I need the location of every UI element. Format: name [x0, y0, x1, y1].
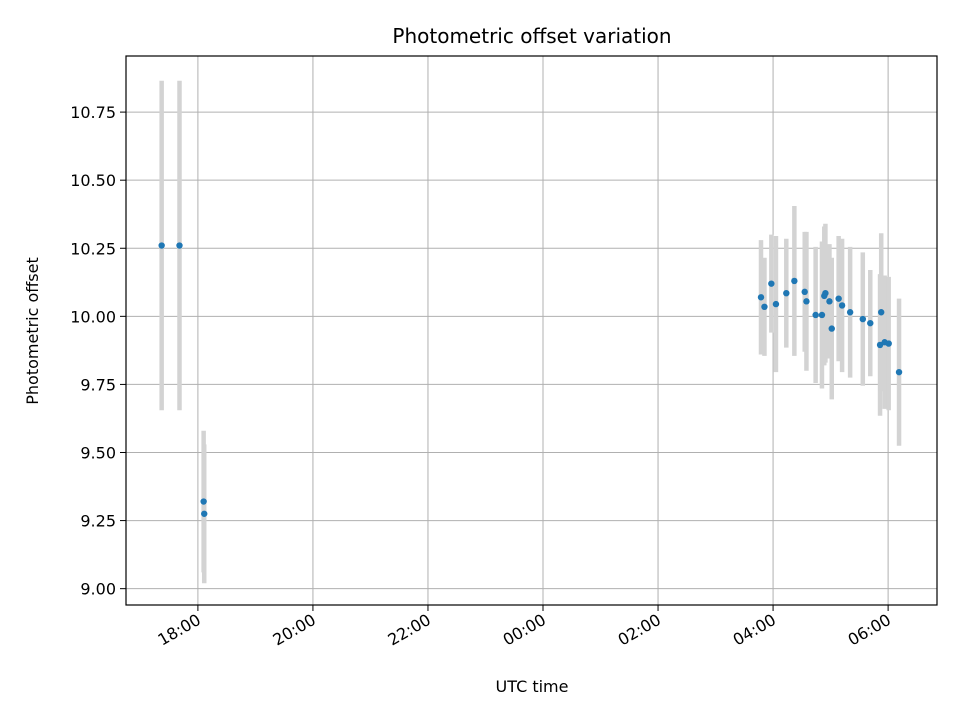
data-point — [783, 289, 790, 297]
y-tick-label: 9.50 — [80, 444, 116, 463]
y-tick-label: 9.25 — [80, 512, 116, 531]
data-point — [826, 298, 833, 305]
data-point — [801, 288, 808, 296]
data-point — [838, 302, 846, 309]
data-point — [876, 341, 884, 349]
y-axis-label: Photometric offset — [23, 257, 42, 405]
data-point — [822, 289, 829, 297]
data-point — [791, 277, 798, 285]
data-point — [772, 300, 780, 308]
data-point — [835, 295, 842, 302]
chart-title: Photometric offset variation — [392, 24, 671, 48]
y-tick-label: 10.75 — [70, 103, 116, 122]
plot-frame — [125, 55, 938, 606]
y-tick-label: 10.50 — [70, 171, 116, 190]
data-point — [885, 340, 892, 347]
data-point — [757, 294, 765, 301]
data-point — [176, 242, 183, 249]
data-point — [200, 498, 207, 505]
data-point — [812, 311, 819, 319]
data-point — [846, 309, 854, 316]
data-point — [859, 315, 867, 323]
data-point — [803, 298, 810, 305]
y-tick-label: 9.00 — [80, 580, 116, 599]
data-point — [818, 311, 826, 319]
grid — [126, 56, 937, 605]
data-point — [878, 309, 885, 316]
data-point — [867, 319, 874, 327]
data-point — [761, 303, 768, 311]
data-point — [158, 242, 165, 249]
y-tick-label: 10.00 — [70, 307, 116, 326]
x-axis-label: UTC time — [496, 677, 569, 696]
data-points — [158, 242, 903, 517]
y-tick-label: 9.75 — [80, 375, 116, 394]
data-point — [201, 510, 208, 517]
y-tick-label: 10.25 — [70, 239, 116, 258]
data-point — [828, 325, 835, 332]
y-axis: 9.00 9.25 9.50 9.75 10.00 10.25 10.50 10.75 — [70, 103, 126, 599]
data-point — [768, 280, 775, 287]
data-point — [895, 368, 903, 376]
